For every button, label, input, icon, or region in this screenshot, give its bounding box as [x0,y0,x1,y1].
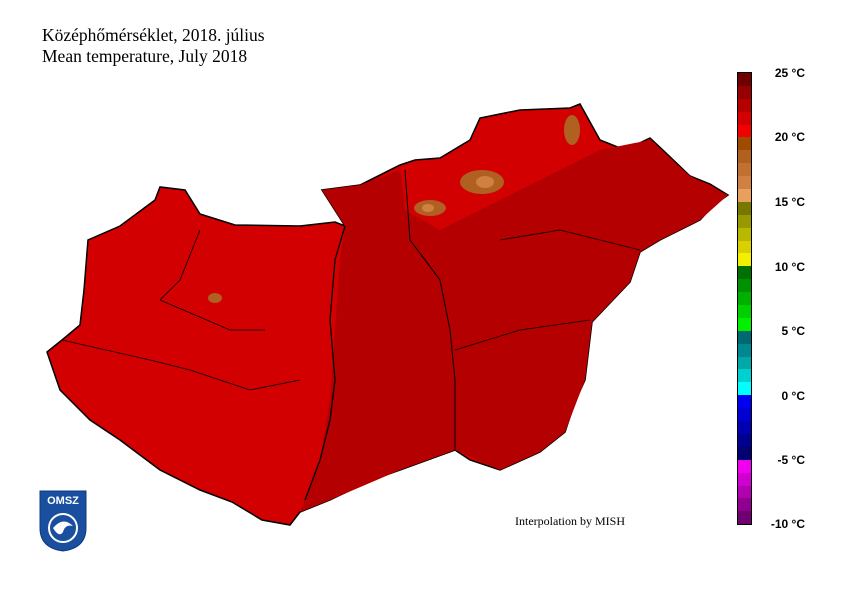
bakony-spot [208,293,222,303]
color-scale-bin [738,472,751,486]
color-scale-bin [738,279,751,293]
legend-tick-15: 15 °C [774,195,805,209]
color-scale-bin [738,330,751,344]
tisza-border [404,169,456,450]
color-scale-bin [738,343,751,357]
color-scale-bin [738,305,751,318]
color-scale-bin [738,137,751,151]
color-scale-bin [738,227,751,241]
color-scale-bin [738,98,751,112]
color-scale-bar [737,72,752,525]
color-scale-bin [738,511,751,525]
color-scale-bin [738,189,751,202]
legend-tick-5: 5 °C [781,324,805,338]
legend-tick-minus10: -10 °C [770,517,805,531]
title-english: Mean temperature, July 2018 [42,46,248,66]
color-scale-bin [738,150,751,164]
color-scale-bin [738,85,751,99]
color-scale-bin [738,73,751,86]
color-scale-bin [738,201,751,215]
color-scale-bin [738,433,751,447]
color-scale-bin [738,266,751,280]
color-scale-bin [738,459,751,473]
great-plain-region [300,140,728,512]
color-scale-bin [738,446,751,460]
legend-tick-minus5: -5 °C [777,453,805,467]
color-scale-bin [738,176,751,190]
county-border [61,229,641,391]
danube-border [304,225,346,501]
color-scale-bin [738,292,751,306]
color-scale-bin [738,485,751,499]
map-title: Középhőmérséklet, 2018. július Mean temp… [42,25,265,67]
title-hungarian: Középhőmérséklet, 2018. július [42,25,265,45]
color-scale-bin [738,163,751,177]
color-scale-bin [738,369,751,383]
color-scale-bin [738,111,751,125]
peak-spot-2 [422,204,434,212]
legend-tick-0: 0 °C [781,389,805,403]
omsz-logo: OMSZ [39,490,87,552]
legend-tick-10: 10 °C [774,260,805,274]
color-scale-bin [738,498,751,512]
color-scale-bin [738,253,751,267]
legend-tick-20: 20 °C [774,130,805,144]
color-scale-bin [738,421,751,434]
color-scale-bin [738,382,751,396]
color-scale-bin [738,395,751,409]
legend-tick-25: 25 °C [774,66,805,80]
peak-spot [476,176,494,188]
interpolation-credit: Interpolation by MISH [515,514,625,528]
zemplen-mountains [564,115,580,145]
color-scale-bin [738,408,751,422]
color-scale-bin [738,317,751,331]
color-scale-bin [738,356,751,370]
color-scale-bin [738,124,751,138]
color-scale-bin [738,240,751,254]
color-scale-bin [738,214,751,228]
logo-text: OMSZ [47,495,79,507]
